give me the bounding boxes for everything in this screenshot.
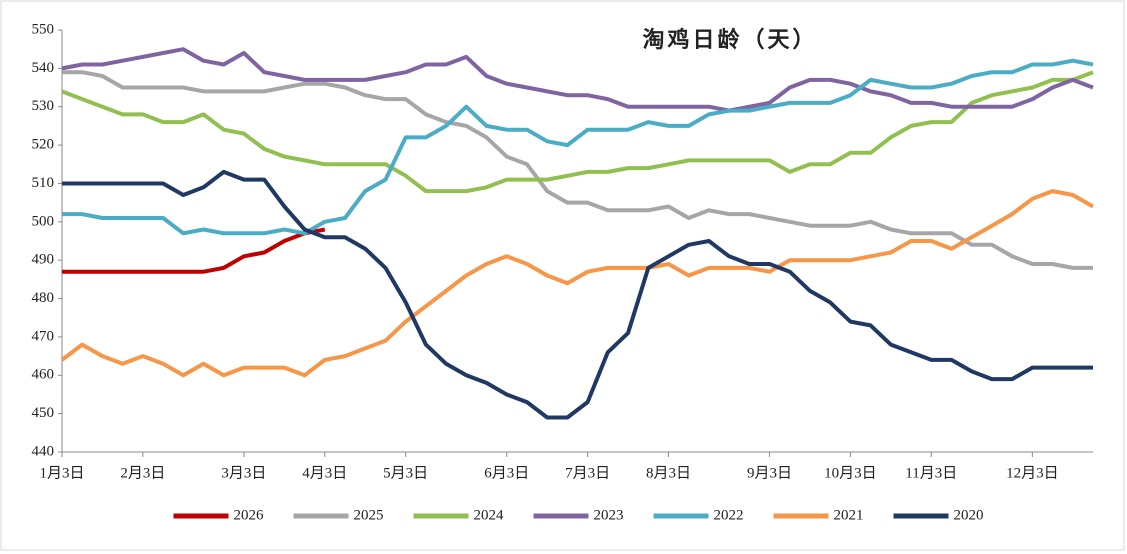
- y-tick-label: 550: [32, 21, 55, 37]
- series-line: [62, 227, 326, 274]
- series-line: [62, 169, 1093, 420]
- x-tick-label: 2月3日: [120, 465, 165, 481]
- legend-label: 2026: [234, 507, 265, 523]
- x-tick-label: 3月3日: [221, 465, 266, 481]
- legend-label: 2020: [954, 507, 984, 523]
- y-tick-label: 490: [32, 252, 55, 268]
- series-line: [61, 70, 1094, 194]
- series-line: [62, 58, 1094, 236]
- series-line: [60, 189, 1094, 378]
- x-tick-label: 7月3日: [565, 465, 610, 481]
- x-tick-label: 8月3日: [646, 465, 691, 481]
- y-tick-label: 530: [32, 98, 55, 114]
- x-tick-label: 6月3日: [484, 465, 529, 481]
- x-tick-label: 12月3日: [1006, 465, 1059, 481]
- x-tick-label: 4月3日: [302, 465, 347, 481]
- legend-label: 2021: [834, 507, 864, 523]
- x-tick-label: 1月3日: [39, 465, 84, 481]
- x-tick-label: 11月3日: [905, 465, 957, 481]
- legend-label: 2023: [594, 507, 624, 523]
- y-tick-label: 470: [32, 328, 55, 344]
- y-tick-label: 520: [32, 137, 55, 153]
- y-tick-label: 510: [32, 175, 55, 191]
- legend-label: 2025: [354, 507, 384, 523]
- legend-label: 2022: [714, 507, 744, 523]
- legend-label: 2024: [474, 507, 505, 523]
- y-tick-label: 540: [32, 60, 55, 76]
- y-tick-label: 440: [32, 443, 55, 459]
- x-tick-label: 9月3日: [747, 465, 792, 481]
- x-tick-label: 10月3日: [824, 465, 877, 481]
- y-tick-label: 480: [32, 290, 55, 306]
- y-tick-label: 460: [32, 367, 55, 383]
- chart-title: 淘鸡日龄（天）: [642, 27, 817, 52]
- y-tick-label: 450: [32, 405, 55, 421]
- x-tick-label: 5月3日: [383, 465, 428, 481]
- y-tick-label: 500: [32, 213, 55, 229]
- series-line: [62, 70, 1093, 270]
- series-line: [61, 47, 1094, 113]
